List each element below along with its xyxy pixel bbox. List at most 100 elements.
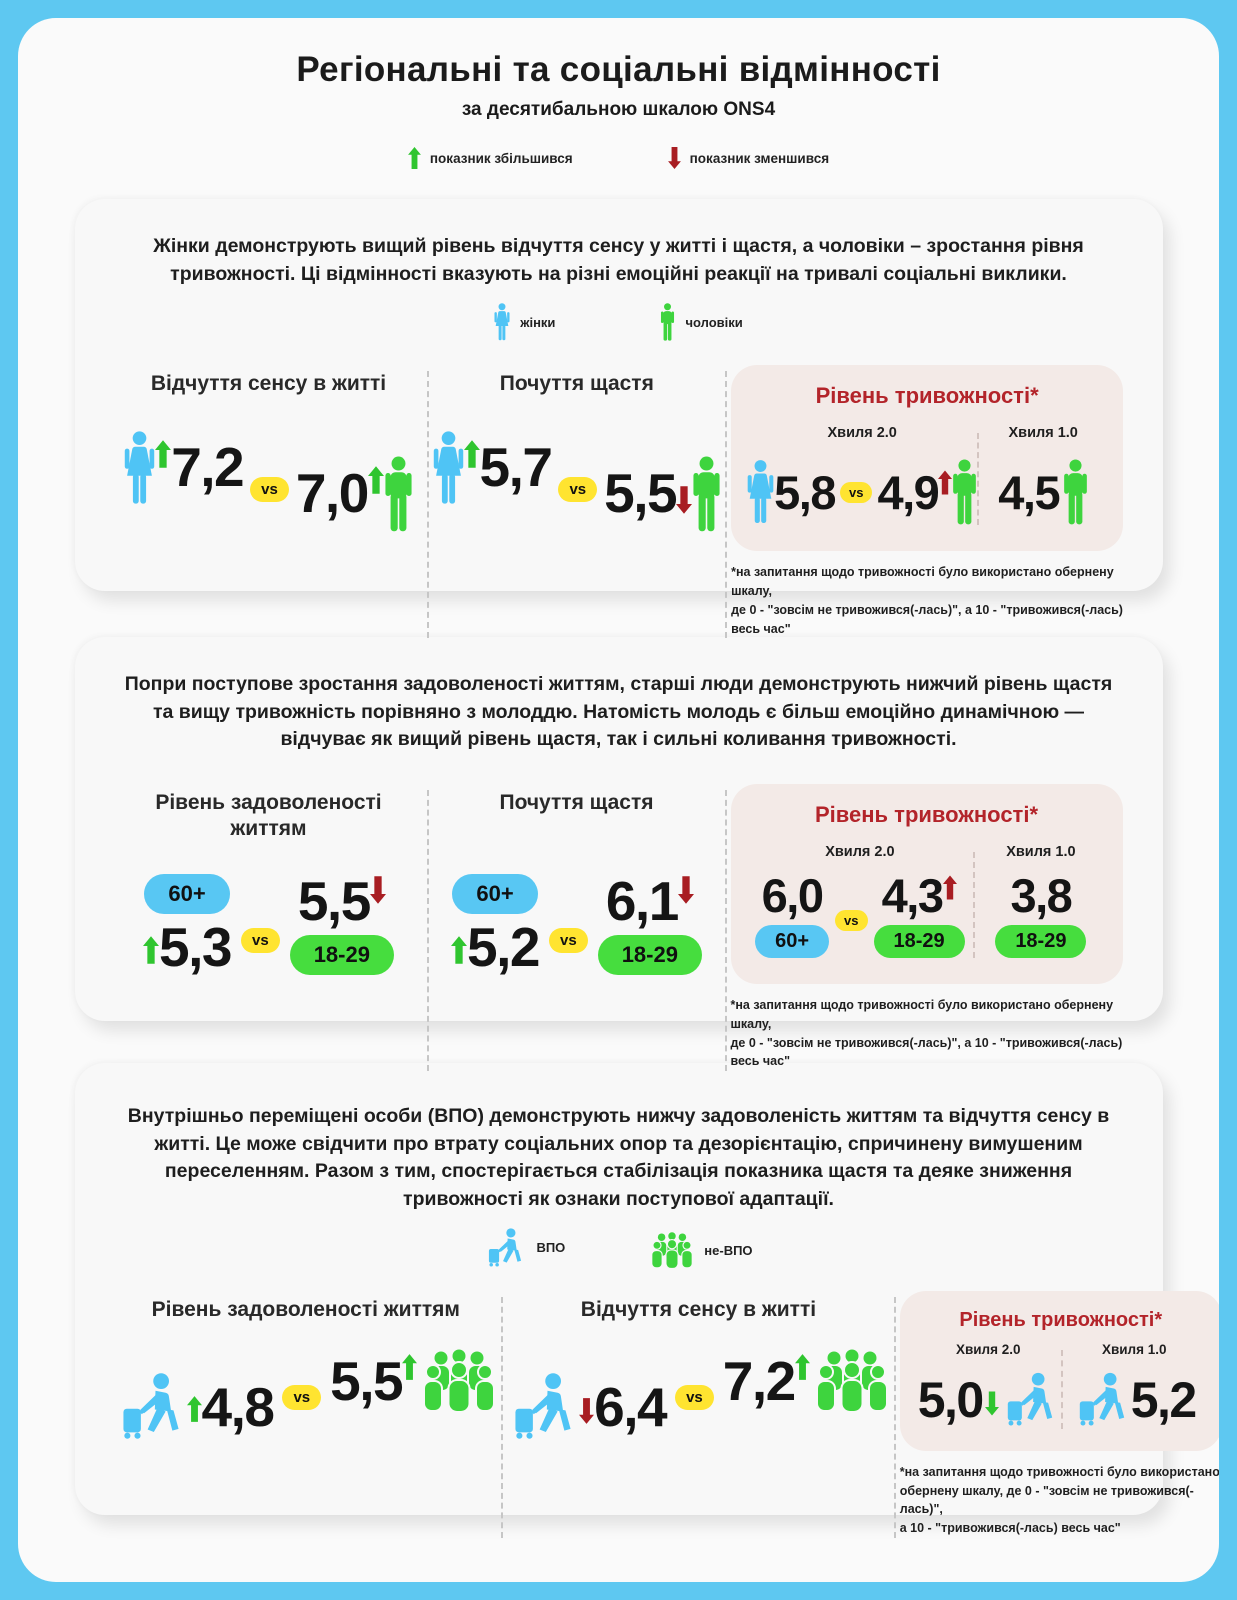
wave1-body: 3,8 18-29 xyxy=(995,869,1087,959)
card-gender-stats: Відчуття сенсу в житті 7,2 vs 7,0 xyxy=(115,365,1124,639)
arrow-up-icon xyxy=(794,1354,810,1380)
age-18-29-pill: 18-29 xyxy=(289,935,394,976)
legend-men-label: чоловіки xyxy=(685,314,743,330)
wave2-section: Хвиля 2.0 6,0 60+ vs 4,3 xyxy=(747,844,974,959)
idp-value: 6,4 xyxy=(594,1375,667,1438)
women-group: 7,2 xyxy=(124,430,245,506)
idp-icon xyxy=(1001,1371,1059,1429)
card-idp-intro: Внутрішньо переміщені особи (ВПО) демонс… xyxy=(127,1105,1110,1211)
legend-decrease-label: показник зменшився xyxy=(689,150,830,166)
page-title: Регіональні та соціальні відмінності xyxy=(296,50,941,89)
wave2-label: Хвиля 2.0 xyxy=(955,1341,1021,1357)
stat-happiness-age: Почуття щастя 60+ 5,2 vs 6,1 xyxy=(433,784,721,979)
page-subtitle: за десятибальною шкалою ONS4 xyxy=(461,99,776,120)
vs-badge: vs xyxy=(549,928,588,954)
young-value-row: 5,5 xyxy=(298,874,386,929)
column-divider xyxy=(724,790,727,1072)
stat-header: Почуття щастя xyxy=(499,372,654,396)
legend-increase-label: показник збільшився xyxy=(429,150,573,166)
male-icon xyxy=(1063,459,1088,525)
wave2-body: 5,0 xyxy=(918,1371,1059,1429)
stat-body: 4,8 vs 5,5 xyxy=(115,1349,498,1439)
anxiety-box: Рівень тривожності* Хвиля 2.0 5,8 vs 4,9 xyxy=(731,365,1124,552)
arrow-up-icon xyxy=(367,465,384,494)
card-age-stats: Рівень задоволеності життям 60+ 5,3 vs xyxy=(115,784,1123,1072)
wave2-label: Хвиля 2.0 xyxy=(825,844,895,861)
wave2-section: Хвиля 2.0 5,8 vs 4,9 xyxy=(747,425,977,525)
vs-badge: vs xyxy=(675,1384,714,1410)
card-idp-legend: ВПО не-ВПО xyxy=(115,1227,1123,1269)
young-group: 6,1 18-29 xyxy=(597,874,702,976)
legend-idp: ВПО xyxy=(484,1227,565,1269)
legend-nonidp-label: не-ВПО xyxy=(704,1242,753,1258)
women-value: 5,7 xyxy=(479,436,553,499)
young-anxiety-value-w1: 3,8 xyxy=(1010,869,1072,923)
wave1-body: 5,2 xyxy=(1073,1371,1197,1429)
anxiety-waves: Хвиля 2.0 5,8 vs 4,9 xyxy=(747,425,1107,526)
wave1-section: Хвиля 1.0 4,5 xyxy=(979,425,1107,525)
old-group: 6,0 60+ xyxy=(755,869,830,959)
column-divider xyxy=(893,1296,896,1538)
wave-divider xyxy=(973,852,976,959)
old-value-row: 5,2 xyxy=(451,916,540,979)
arrow-up-icon xyxy=(407,147,421,169)
vs-badge: vs xyxy=(282,1384,322,1410)
arrow-down-icon xyxy=(676,485,693,514)
stat-body: 60+ 5,2 vs 6,1 18-29 xyxy=(451,874,702,979)
anxiety-footnote: *на запитання щодо тривожності було вико… xyxy=(731,565,1123,636)
men-value: 5,5 xyxy=(604,462,677,525)
stat-life-satisfaction: Рівень задоволеності життям 60+ 5,3 vs xyxy=(115,784,423,976)
anxiety-title: Рівень тривожності* xyxy=(959,1308,1163,1331)
wave2-section: Хвиля 2.0 5,0 xyxy=(916,1342,1061,1429)
men-value: 7,0 xyxy=(295,462,369,525)
young-group: 3,8 18-29 xyxy=(995,869,1087,959)
women-value: 7,2 xyxy=(171,436,244,499)
card-idp: Внутрішньо переміщені особи (ВПО) демонс… xyxy=(74,1063,1219,1538)
infographic-page: Регіональні та соціальні відмінності за … xyxy=(18,18,1219,1582)
arrow-down-icon xyxy=(667,147,681,169)
age-18-29-pill: 18-29 xyxy=(995,925,1087,959)
column-divider xyxy=(725,371,728,639)
group-icon xyxy=(650,1231,694,1269)
idp-value: 4,8 xyxy=(201,1375,275,1438)
stat-header: Рівень задоволеності життям xyxy=(155,791,382,841)
stat-body: 6,4 vs 7,2 xyxy=(507,1349,890,1439)
young-anxiety-value: 4,3 xyxy=(881,869,944,923)
wave2-body: 5,8 vs 4,9 xyxy=(747,459,977,525)
old-group: 60+ 5,3 xyxy=(143,874,232,975)
young-value-row: 4,3 xyxy=(882,872,957,919)
female-icon xyxy=(494,303,510,341)
old-anxiety-value: 6,0 xyxy=(761,869,824,923)
group-icon xyxy=(814,1349,890,1413)
idp-group: 6,4 xyxy=(507,1371,668,1443)
stat-body: 5,7 vs 5,5 xyxy=(433,430,722,531)
age-18-29-pill: 18-29 xyxy=(873,925,965,959)
stat-sense-of-life: Відчуття сенсу в житті 7,2 vs 7,0 xyxy=(115,365,423,531)
card-age-intro: Попри поступове зростання задоволеності … xyxy=(124,673,1113,751)
men-group: 5,5 xyxy=(604,456,721,532)
anxiety-title: Рівень тривожності* xyxy=(815,383,1039,409)
stat-life-satisfaction-idp: Рівень задоволеності життям 4,8 vs 5,5 xyxy=(115,1291,498,1439)
legend-increase: показник збільшився xyxy=(407,147,573,169)
men-anxiety-value: 4,9 xyxy=(877,465,939,519)
old-value: 5,2 xyxy=(467,916,540,979)
young-value-row: 6,1 xyxy=(606,874,694,929)
anxiety-waves: Хвиля 2.0 6,0 60+ vs 4,3 xyxy=(747,844,1107,959)
wave2-label: Хвиля 2.0 xyxy=(827,425,897,442)
wave1-section: Хвиля 1.0 5,2 xyxy=(1063,1342,1206,1429)
men-anxiety-value-w1: 4,5 xyxy=(998,465,1060,519)
anxiety-box: Рівень тривожності* Хвиля 2.0 6,0 60+ vs xyxy=(730,784,1123,985)
anxiety-section: Рівень тривожності* Хвиля 2.0 5,8 vs 4,9 xyxy=(731,365,1124,638)
arrow-up-icon xyxy=(402,1354,418,1380)
idp-icon xyxy=(115,1371,187,1443)
column-divider xyxy=(426,790,429,1072)
young-group: 5,5 18-29 xyxy=(289,874,394,976)
wave1-label: Хвиля 1.0 xyxy=(1008,425,1078,442)
arrow-up-icon xyxy=(155,439,172,468)
card-gender: Жінки демонструють вищий рівень відчуття… xyxy=(74,199,1163,639)
arrow-up-icon xyxy=(942,875,957,900)
nonidp-group: 5,5 xyxy=(330,1349,497,1413)
age-60-pill: 60+ xyxy=(755,925,830,959)
wave1-body: 4,5 xyxy=(998,459,1088,525)
women-anxiety-value: 5,8 xyxy=(774,465,836,519)
